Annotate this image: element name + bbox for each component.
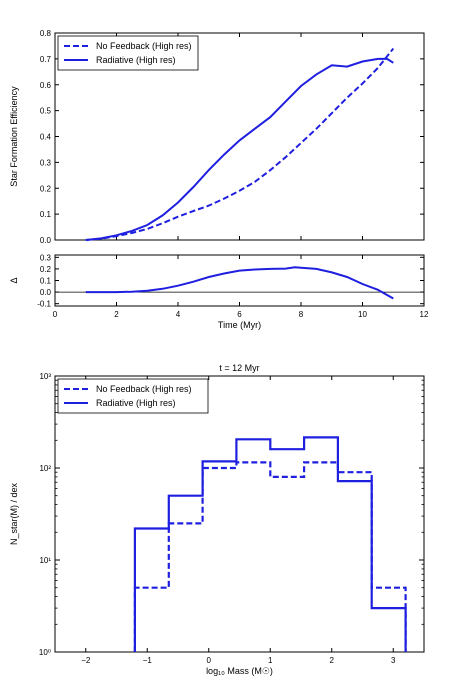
sfe-ytick-label: 0.6 [40,81,52,90]
delta-ylabel: Δ [9,277,19,283]
delta-plot-frame [54,254,425,307]
sfe-legend-box [57,35,199,71]
sfe-legend-label: No Feedback (High res) [96,41,192,51]
delta-xtick-label: 6 [237,310,242,319]
sfe-ytick-label: 0.1 [40,210,52,219]
mass-xtick-label: 3 [391,656,396,665]
delta-ytick-label: 0.0 [40,288,52,297]
delta-xtick-label: 8 [299,310,304,319]
mass-plot-frame [54,375,425,653]
delta-series-line [85,266,394,300]
mass-ytick-label: 10⁰ [39,648,51,657]
delta-xtick-label: 0 [53,310,58,319]
mass-xtick-label: −1 [143,656,153,665]
delta-ytick-label: 0.2 [40,265,52,274]
mass-xtick-label: −2 [81,656,91,665]
delta-ytick-label: -0.1 [37,300,51,309]
delta-xtick-label: 10 [358,310,367,319]
mass-xtick-label: 2 [330,656,335,665]
mass-ytick-label: 10² [39,464,51,473]
delta-ytick-label: 0.3 [40,253,52,262]
sfe-series-no-feedback-line [85,47,395,241]
mass-legend-label: No Feedback (High res) [96,384,192,394]
mass-xlabel: log₁₀ Mass (M☉) [206,666,273,676]
mass-legend-label: Radiative (High res) [96,398,176,408]
mass-xtick-label: 0 [207,656,212,665]
delta-xtick-label: 2 [114,310,119,319]
sfe-ytick-label: 0.7 [40,55,52,64]
sfe-ytick-label: 0.5 [40,107,52,116]
delta-xtick-label: 4 [176,310,181,319]
mass-hist-no-feedback-step [133,461,407,652]
mass-ytick-label: 10³ [39,372,51,381]
mass-title: t = 12 Myr [219,363,259,373]
sfe-ytick-label: 0.0 [40,236,52,245]
delta-xtick-label: 12 [420,310,429,319]
mass-hist-radiative-step [133,436,407,652]
delta-ytick-label: 0.1 [40,277,52,286]
mass-legend-box [57,378,209,414]
sfe-legend-label: Radiative (High res) [96,55,176,65]
mass-ytick-label: 10¹ [39,556,51,565]
sfe-series-radiative-line [85,57,394,241]
delta-xlabel: Time (Myr) [218,320,261,330]
sfe-ytick-label: 0.8 [40,29,52,38]
mass-xtick-label: 1 [268,656,273,665]
sfe-ylabel: Star Formation Efficiency [9,86,19,187]
sfe-ytick-label: 0.4 [40,133,52,142]
mass-ylabel: N_star(M) / dex [9,482,19,545]
sfe-ytick-label: 0.3 [40,158,52,167]
sfe-ytick-label: 0.2 [40,184,52,193]
